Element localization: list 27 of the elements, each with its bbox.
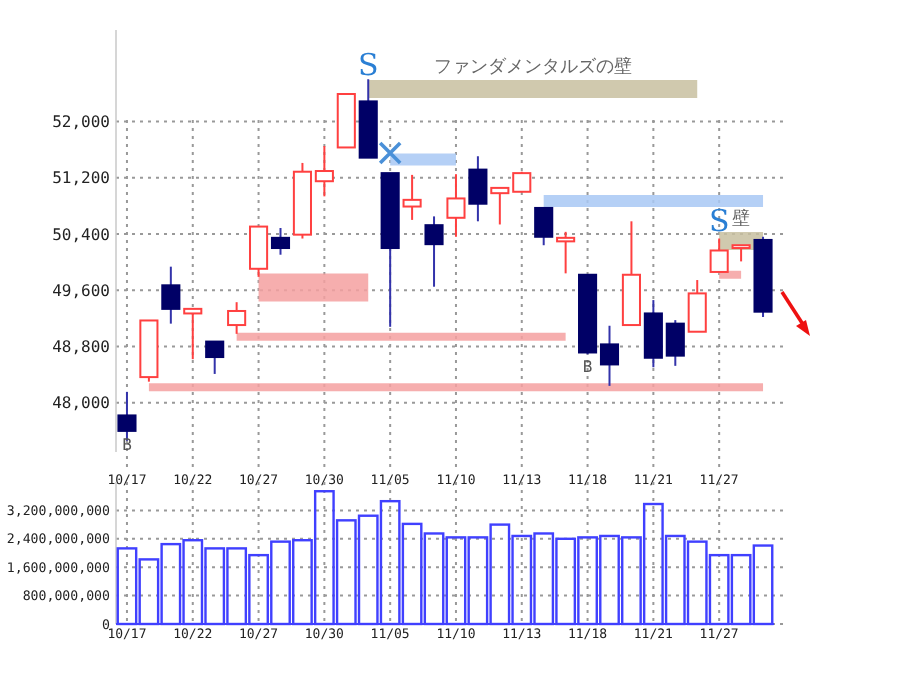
candlestick	[687, 279, 707, 333]
candlestick	[556, 230, 576, 275]
y-tick-label: 49,600	[52, 281, 111, 300]
annotation: B	[122, 435, 133, 454]
annotation: B	[582, 357, 593, 376]
candlestick	[709, 237, 729, 273]
candlestick	[270, 226, 291, 256]
candlestick	[183, 307, 203, 361]
candlestick	[161, 265, 181, 325]
candlestick	[424, 215, 444, 288]
annotation: S	[708, 202, 730, 239]
candlestick	[402, 173, 422, 221]
candlestick	[205, 340, 225, 375]
series-label: ファンダメンタルズの壁	[433, 56, 632, 79]
y-tick-label: 52,000	[52, 113, 111, 132]
candlestick	[534, 206, 554, 247]
y-tick-label: 50,400	[52, 225, 111, 244]
series-label: 壁	[732, 208, 751, 230]
y-tick-label: 51,200	[52, 169, 111, 188]
candlestick	[227, 301, 247, 335]
candlestick	[117, 390, 137, 442]
y-tick-label: 48,000	[52, 394, 111, 413]
candlestick	[446, 173, 466, 238]
candlestick	[468, 155, 488, 223]
y-tick-label: 48,800	[52, 338, 111, 357]
annotation: S	[357, 46, 379, 83]
candlestick	[249, 225, 269, 278]
